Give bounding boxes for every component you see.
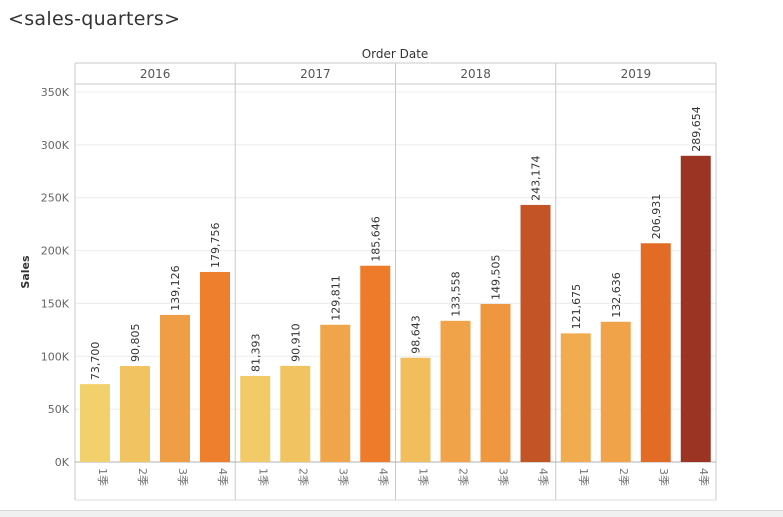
bottom-scroll-bar[interactable] <box>0 510 783 517</box>
y-tick-label: 100K <box>41 350 70 363</box>
year-header-2017: 2017 <box>300 67 331 81</box>
quarter-tick-label: 2季 <box>296 468 309 486</box>
bar-2019-q3 <box>640 243 671 462</box>
bar-2019-q4 <box>680 155 711 462</box>
data-label: 81,393 <box>249 333 262 372</box>
bar-2016-q3 <box>160 314 190 462</box>
y-axis-label: Sales <box>19 255 32 289</box>
y-tick-label: 350K <box>41 86 70 99</box>
bar-2017-q4 <box>360 265 391 462</box>
data-label: 289,654 <box>690 106 703 152</box>
quarter-tick-label: 4季 <box>376 468 389 486</box>
bar-2018-q1 <box>400 357 431 462</box>
bar-2018-q3 <box>480 303 511 462</box>
bar-2018-q4 <box>520 204 551 462</box>
bar-2016-q2 <box>120 366 150 462</box>
data-label: 129,811 <box>329 275 342 321</box>
quarter-tick-label: 1季 <box>256 468 269 486</box>
quarter-tick-label: 4季 <box>697 468 710 486</box>
year-header-2019: 2019 <box>621 67 652 81</box>
data-label: 90,805 <box>129 324 142 363</box>
data-label: 133,558 <box>450 271 463 317</box>
data-label: 206,931 <box>650 194 663 240</box>
column-header: Order Date <box>362 47 429 61</box>
quarter-tick-label: 3季 <box>497 468 510 486</box>
data-label: 139,126 <box>169 265 182 311</box>
data-label: 121,675 <box>570 284 583 330</box>
y-tick-label: 50K <box>48 403 70 416</box>
y-tick-label: 0K <box>55 456 70 469</box>
quarter-tick-label: 4季 <box>216 468 229 486</box>
bar-2017-q2 <box>280 365 311 462</box>
quarter-tick-label: 4季 <box>537 468 550 486</box>
y-tick-label: 150K <box>41 297 70 310</box>
data-label: 185,646 <box>369 216 382 262</box>
quarter-tick-label: 2季 <box>617 468 630 486</box>
data-label: 73,700 <box>89 342 102 381</box>
quarter-tick-label: 3季 <box>657 468 670 486</box>
quarter-tick-label: 2季 <box>136 468 149 486</box>
y-tick-label: 250K <box>41 192 70 205</box>
quarter-tick-label: 1季 <box>417 468 430 486</box>
bar-2018-q2 <box>440 320 471 462</box>
label-layer: 0K 50K 100K 150K 200K 250K 300K 350K 2016 73,700 1… <box>41 67 710 486</box>
bar-2017-q1 <box>240 375 271 462</box>
year-header-2016: 2016 <box>140 67 171 81</box>
y-tick-label: 200K <box>41 245 70 258</box>
bar-2017-q3 <box>320 324 351 462</box>
quarter-tick-label: 1季 <box>96 468 109 486</box>
data-label: 90,910 <box>289 323 302 362</box>
data-label: 132,636 <box>610 272 623 318</box>
y-tick-label: 300K <box>41 139 70 152</box>
data-label: 98,643 <box>410 315 423 354</box>
quarter-tick-label: 3季 <box>336 468 349 486</box>
quarter-tick-label: 2季 <box>457 468 470 486</box>
frame-layer <box>74 62 717 501</box>
data-label: 179,756 <box>209 222 222 268</box>
quarter-tick-label: 3季 <box>176 468 189 486</box>
bar-2019-q1 <box>560 333 591 462</box>
data-label: 243,174 <box>530 155 543 201</box>
bar-2016-q4 <box>200 271 230 462</box>
bar-2016-q1 <box>80 384 110 462</box>
bar-layer <box>80 155 711 462</box>
quarter-tick-label: 1季 <box>577 468 590 486</box>
data-label: 149,505 <box>490 254 503 300</box>
sheet-title: <sales-quarters> <box>8 8 181 30</box>
bar-2019-q2 <box>600 321 631 462</box>
year-header-2018: 2018 <box>460 67 491 81</box>
